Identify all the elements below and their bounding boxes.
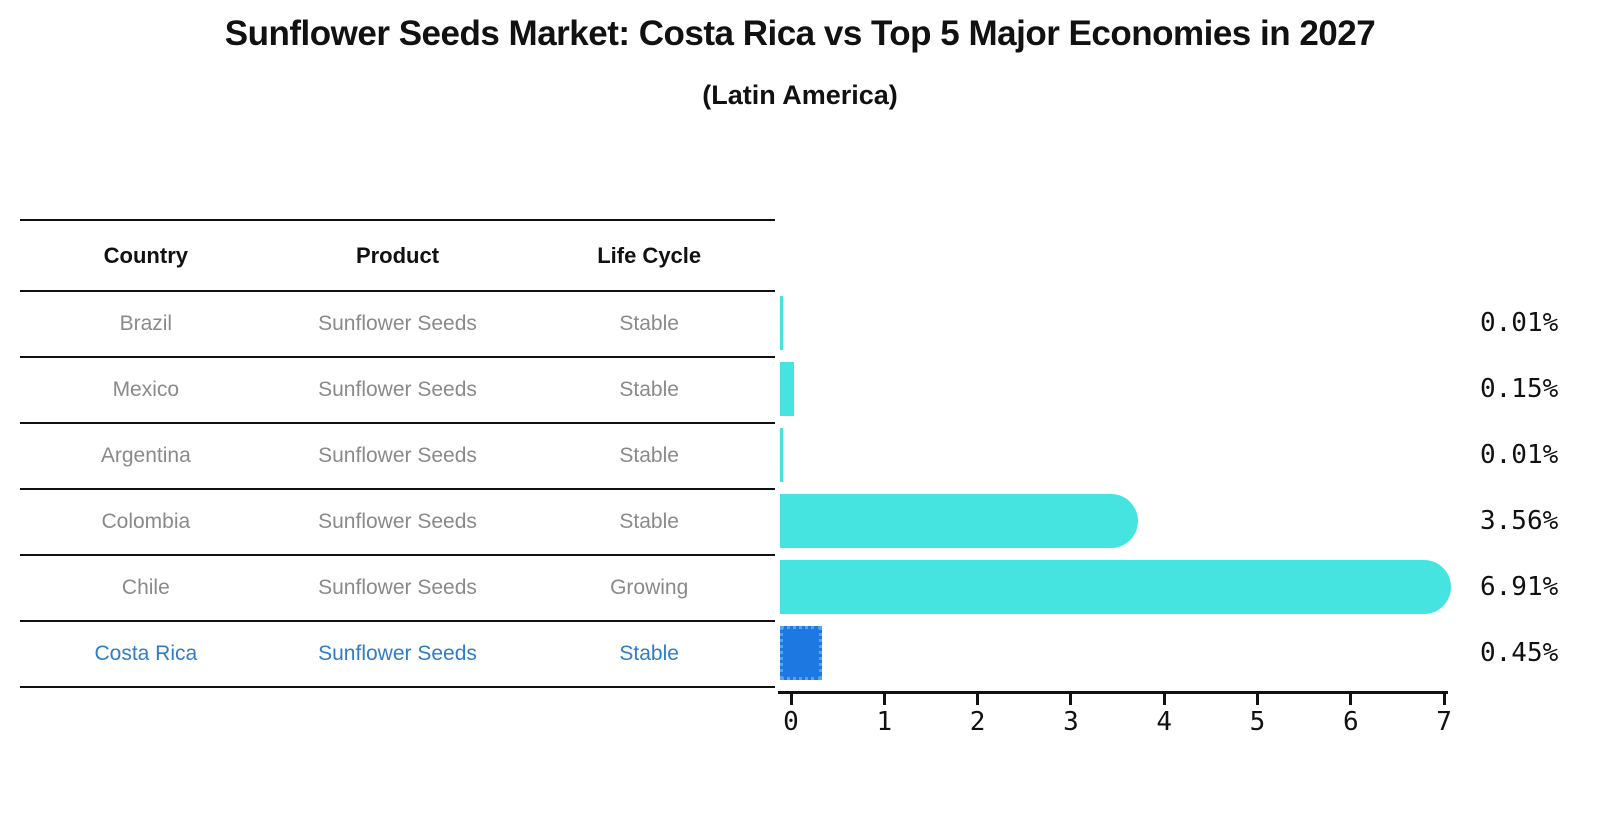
x-tick-mark-0 (789, 694, 793, 705)
comparison-table: Country Product Life Cycle Brazil Sunflow… (20, 219, 775, 688)
cell-life-cycle: Stable (619, 642, 679, 665)
cell-life-cycle: Stable (619, 444, 679, 467)
table-body: Brazil Sunflower Seeds Stable Mexico Sunflow… (20, 292, 775, 688)
bar-costa-rica (780, 626, 822, 680)
x-tick-mark-6 (1349, 694, 1353, 705)
x-axis (778, 691, 1448, 694)
x-tick-label-4: 4 (1156, 707, 1173, 737)
cell-product: Sunflower Seeds (318, 510, 477, 533)
x-tick-label-1: 1 (876, 707, 893, 737)
x-tick-label-3: 3 (1063, 707, 1079, 737)
x-tick-label-7: 7 (1436, 707, 1452, 737)
table-row-brazil: Brazil Sunflower Seeds Stable (20, 292, 775, 358)
x-tick-mark-2 (976, 694, 980, 705)
table-row-colombia: Colombia Sunflower Seeds Stable (20, 490, 775, 556)
table-header-row: Country Product Life Cycle (20, 221, 775, 292)
bar-mexico (780, 362, 794, 416)
cell-country: Brazil (119, 312, 173, 335)
table-row-chile: Chile Sunflower Seeds Growing (20, 556, 775, 622)
cell-life-cycle: Stable (619, 378, 679, 401)
value-label-chile: 6.91% (1480, 572, 1559, 602)
value-label-brazil: 0.01% (1480, 308, 1559, 338)
value-label-mexico: 0.15% (1480, 374, 1559, 404)
value-label-argentina: 0.01% (1480, 440, 1559, 470)
cell-product: Sunflower Seeds (318, 444, 477, 467)
table-header-country: Country (103, 242, 188, 268)
x-tick-label-2: 2 (969, 707, 986, 737)
x-tick-mark-3 (1069, 694, 1073, 705)
value-label-costa-rica: 0.45% (1480, 638, 1559, 668)
x-tick-label-6: 6 (1342, 707, 1359, 737)
x-tick-mark-4 (1162, 694, 1166, 705)
cell-product: Sunflower Seeds (318, 378, 477, 401)
chart-subtitle: (Latin America) (702, 80, 898, 110)
cell-country: Costa Rica (94, 642, 198, 665)
cell-country: Argentina (100, 444, 191, 467)
cell-life-cycle: Growing (610, 576, 689, 599)
x-tick-mark-5 (1256, 694, 1259, 705)
x-tick-label-5: 5 (1249, 707, 1266, 737)
table-row-mexico: Mexico Sunflower Seeds Stable (20, 358, 775, 424)
table-row-costa-rica: Costa Rica Sunflower Seeds Stable (20, 622, 775, 688)
cell-country: Chile (121, 576, 170, 599)
bar-brazil (780, 296, 783, 350)
cell-life-cycle: Stable (619, 510, 679, 533)
bar-chile (780, 560, 1451, 614)
bar-colombia (780, 494, 1138, 548)
cell-product: Sunflower Seeds (318, 642, 477, 665)
cell-product: Sunflower Seeds (318, 312, 477, 335)
table-header-product: Product (355, 242, 440, 268)
table-row-argentina: Argentina Sunflower Seeds Stable (20, 424, 775, 490)
x-tick-mark-1 (882, 694, 886, 705)
bar-argentina (780, 428, 783, 482)
cell-country: Mexico (112, 378, 180, 401)
x-tick-mark-7 (1442, 694, 1446, 705)
x-tick-label-0: 0 (783, 707, 799, 737)
cell-country: Colombia (101, 510, 191, 533)
chart-title: Sunflower Seeds Market: Costa Rica vs To… (224, 14, 1376, 53)
cell-product: Sunflower Seeds (318, 576, 477, 599)
table-header-life-cycle: Life Cycle (597, 242, 702, 268)
value-label-colombia: 3.56% (1480, 506, 1559, 536)
cell-life-cycle: Stable (619, 312, 679, 335)
